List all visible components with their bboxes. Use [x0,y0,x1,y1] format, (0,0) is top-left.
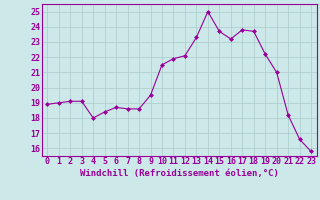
X-axis label: Windchill (Refroidissement éolien,°C): Windchill (Refroidissement éolien,°C) [80,169,279,178]
